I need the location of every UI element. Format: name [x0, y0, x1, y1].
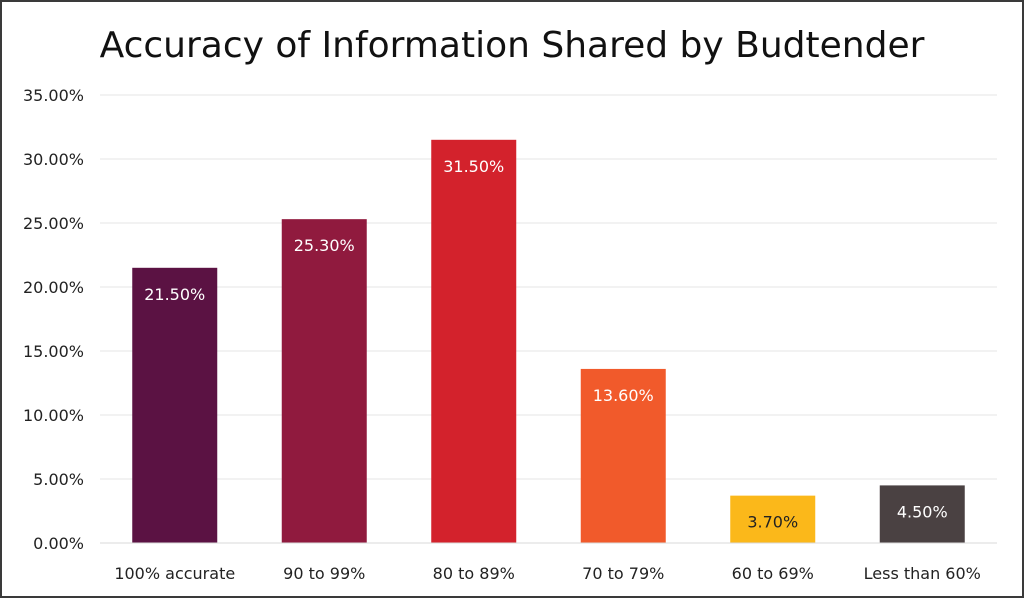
- x-tick-label: 90 to 99%: [283, 564, 365, 583]
- bars: [132, 139, 965, 544]
- data-label: 13.60%: [593, 386, 654, 405]
- y-tick-label: 20.00%: [23, 278, 84, 297]
- bar: [879, 485, 965, 543]
- y-tick-label: 0.00%: [33, 534, 84, 553]
- bar: [730, 495, 816, 543]
- y-tick-label: 10.00%: [23, 406, 84, 425]
- y-tick-label: 25.00%: [23, 214, 84, 233]
- y-axis-ticks: 0.00% 5.00% 10.00% 15.00% 20.00% 25.00% 30.00%…: [23, 86, 84, 553]
- x-tick-label: 100% accurate: [114, 564, 235, 583]
- bar: [431, 139, 517, 544]
- bar: [132, 267, 218, 543]
- data-label: 3.70%: [747, 513, 798, 532]
- y-tick-label: 30.00%: [23, 150, 84, 169]
- data-labels: 21.50% 25.30% 31.50% 13.60% 3.70% 4.50%: [144, 157, 947, 532]
- bar: [281, 219, 367, 543]
- data-label: 4.50%: [897, 502, 948, 521]
- data-label: 21.50%: [144, 285, 205, 304]
- y-tick-label: 15.00%: [23, 342, 84, 361]
- x-tick-label: 60 to 69%: [732, 564, 814, 583]
- x-axis-categories: 100% accurate 90 to 99% 80 to 89% 70 to 79%…: [114, 564, 981, 583]
- chart-title: Accuracy of Information Shared by Budten…: [100, 25, 925, 66]
- x-tick-label: 70 to 79%: [582, 564, 664, 583]
- gridlines: [100, 94, 997, 480]
- x-tick-label: Less than 60%: [864, 564, 981, 583]
- y-tick-label: 35.00%: [23, 86, 84, 105]
- y-tick-label: 5.00%: [33, 470, 84, 489]
- data-label: 25.30%: [294, 236, 355, 255]
- bar: [580, 368, 666, 543]
- x-tick-label: 80 to 89%: [433, 564, 515, 583]
- data-label: 31.50%: [443, 157, 504, 176]
